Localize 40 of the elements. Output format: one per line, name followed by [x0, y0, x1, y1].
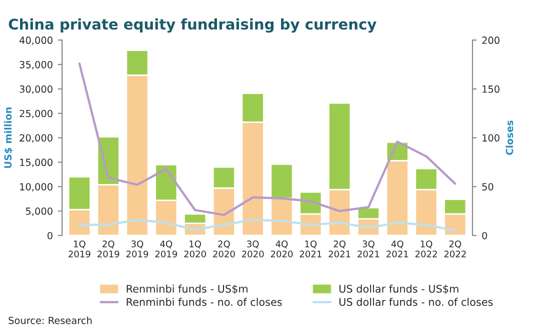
x-tick-label: 2Q 2022 — [444, 240, 466, 258]
y2-tick-label: 100 — [482, 134, 500, 142]
line-series — [78, 62, 456, 216]
x-tick-label: 4Q 2021 — [386, 240, 408, 258]
bar — [270, 163, 294, 200]
y-tick-label: 5,000 — [26, 208, 52, 216]
y-axis-title: US$ million — [4, 107, 13, 168]
x-tick-label: 3Q 2019 — [126, 240, 148, 258]
x-tick-label: 2Q 2021 — [328, 240, 350, 258]
x-tick-label: 1Q 2020 — [184, 240, 206, 258]
y-tick-label: 0 — [48, 232, 52, 240]
x-tick-label: 1Q 2022 — [415, 240, 437, 258]
legend-label: US dollar funds - no. of closes — [340, 298, 493, 306]
x-tick-label: 3Q 2020 — [242, 240, 264, 258]
y-tick-label: 15,000 — [20, 158, 52, 168]
y-tick-label: 10,000 — [20, 183, 52, 192]
line-series — [78, 218, 456, 232]
x-tick-label: 2Q 2020 — [213, 240, 235, 258]
x-tick-label: 2Q 2019 — [98, 240, 120, 258]
chart-title: China private equity fundraising by currency — [8, 18, 376, 33]
y-tick-label: 40,000 — [20, 36, 52, 45]
bar — [270, 198, 294, 236]
legend-label: Renminbi funds - no. of closes — [126, 298, 282, 306]
y-tick-label: 35,000 — [20, 60, 52, 70]
x-tick-label: 4Q 2020 — [270, 240, 293, 258]
x-tick-label: 1Q 2021 — [300, 240, 322, 258]
x-tick-label: 1Q 2019 — [68, 240, 90, 258]
legend-label: US dollar funds - US$m — [340, 284, 458, 294]
y-tick-label: 30,000 — [20, 85, 52, 94]
y2-tick-label: 150 — [482, 85, 500, 93]
y2-axis-title: Closes — [506, 120, 514, 155]
y-tick-label: 25,000 — [20, 110, 52, 118]
x-tick-label: 4Q 2019 — [155, 240, 177, 258]
y2-tick-label: 200 — [482, 36, 500, 44]
x-tick-label: 3Q 2021 — [358, 240, 380, 258]
y2-tick-label: 0 — [482, 232, 488, 240]
source-note: Source: Research — [8, 316, 92, 324]
y2-tick-label: 50 — [482, 183, 494, 190]
legend-label: Renminbi funds - US$m — [126, 284, 248, 294]
y-tick-label: 20,000 — [20, 134, 52, 143]
